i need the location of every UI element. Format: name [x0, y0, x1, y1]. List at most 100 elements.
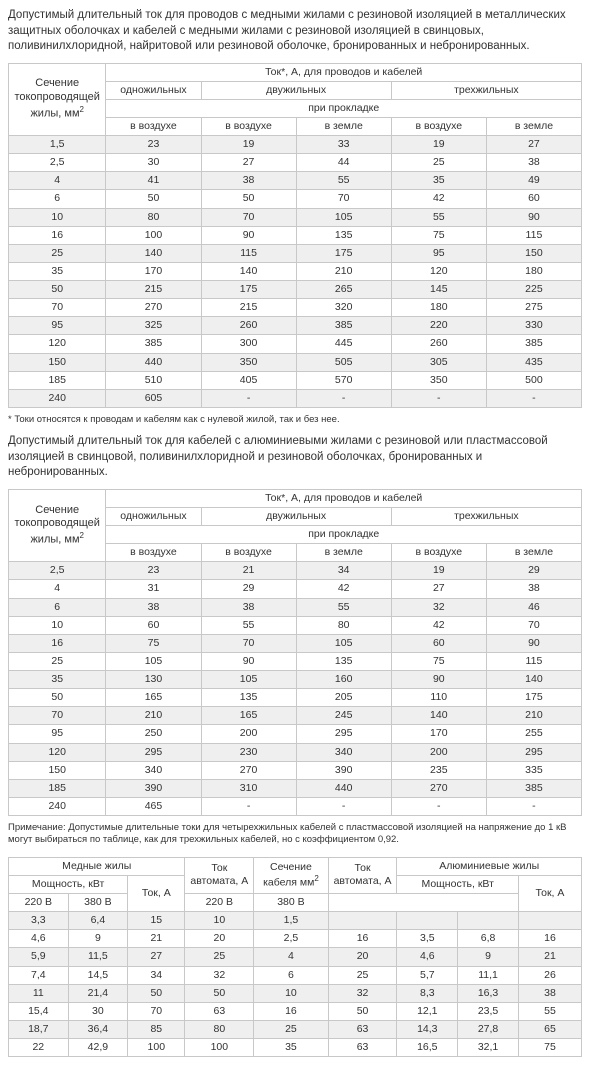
cell: 32 [391, 598, 486, 616]
cell: 25 [185, 948, 254, 966]
cell: 100 [128, 1039, 185, 1057]
cell: 63 [328, 1020, 397, 1038]
table-row: 3513010516090140 [9, 671, 582, 689]
col-air: в воздухе [391, 117, 486, 135]
cell: 240 [9, 389, 106, 407]
cell: 200 [391, 743, 486, 761]
table-row: 1,52319331927 [9, 136, 582, 154]
cell: - [391, 797, 486, 815]
cell: 4 [254, 948, 328, 966]
cell: 14,5 [68, 966, 128, 984]
cell: 19 [201, 136, 296, 154]
cell: 270 [201, 761, 296, 779]
cell: 325 [106, 317, 201, 335]
cell: 270 [106, 299, 201, 317]
cell: 140 [391, 707, 486, 725]
cell: - [486, 389, 581, 407]
cell: 10 [185, 912, 254, 930]
cell: 4 [9, 172, 106, 190]
cell: - [201, 389, 296, 407]
cell: 1,5 [9, 136, 106, 154]
cell: 75 [106, 634, 201, 652]
cell: 210 [296, 262, 391, 280]
h-aluminum: Алюминиевые жилы [397, 857, 582, 875]
cell: 50 [106, 190, 201, 208]
col-air: в воздухе [391, 544, 486, 562]
cell: - [486, 797, 581, 815]
cell: 120 [9, 335, 106, 353]
cell: 20 [328, 948, 397, 966]
cell: 12,1 [397, 1002, 458, 1020]
cell: 260 [391, 335, 486, 353]
cell: 10 [254, 984, 328, 1002]
cell: 38 [106, 598, 201, 616]
cell: 16,3 [458, 984, 519, 1002]
cell: 445 [296, 335, 391, 353]
cell: 245 [296, 707, 391, 725]
table-row: 70210165245140210 [9, 707, 582, 725]
cell: 21,4 [68, 984, 128, 1002]
cell: 30 [106, 154, 201, 172]
h-auto: Ток автомата, А [185, 857, 254, 893]
col-top: Ток*, А, для проводов и кабелей [106, 489, 582, 507]
h-current: Ток, А [518, 875, 581, 911]
cell: 16 [328, 930, 397, 948]
cell: 38 [518, 984, 581, 1002]
cell: 175 [296, 244, 391, 262]
cell: 80 [296, 616, 391, 634]
cell: - [296, 797, 391, 815]
cell: 350 [201, 353, 296, 371]
col-ground: в земле [486, 544, 581, 562]
title-copper: Допустимый длительный ток для проводов с… [8, 8, 582, 55]
cell: 42 [391, 190, 486, 208]
h-220: 220 В [185, 894, 254, 912]
cell: 22 [9, 1039, 69, 1057]
cell: 34 [128, 966, 185, 984]
cell: 60 [391, 634, 486, 652]
col-single: одножильных [106, 507, 201, 525]
cell: 16 [254, 1002, 328, 1020]
col-section: Сечение токопроводящей жилы, мм2 [9, 63, 106, 136]
cell: 170 [106, 262, 201, 280]
cell: 21 [518, 948, 581, 966]
cell: - [201, 797, 296, 815]
cell: 130 [106, 671, 201, 689]
cell: 35 [391, 172, 486, 190]
h-copper: Медные жилы [9, 857, 185, 875]
table-row: 70270215320180275 [9, 299, 582, 317]
col-double: двужильных [201, 507, 391, 525]
cell: 220 [391, 317, 486, 335]
cell: 260 [201, 317, 296, 335]
h-220: 220 В [9, 894, 69, 912]
cell: 3,5 [397, 930, 458, 948]
cell: 570 [296, 371, 391, 389]
table-row: 35170140210120180 [9, 262, 582, 280]
table-power: Медные жилы Ток автомата, А Сечение кабе… [8, 857, 582, 1057]
table-row: 2,52321341929 [9, 562, 582, 580]
cell: 115 [486, 652, 581, 670]
table-row: 185390310440270385 [9, 779, 582, 797]
note-remark: Примечание: Допустимые длительные токи д… [8, 822, 582, 847]
cell: 270 [391, 779, 486, 797]
cell: 49 [486, 172, 581, 190]
cell: 42,9 [68, 1039, 128, 1057]
cell: 11,5 [68, 948, 128, 966]
cell: 150 [486, 244, 581, 262]
cell: 70 [201, 634, 296, 652]
table-row: 43129422738 [9, 580, 582, 598]
cell: 65 [518, 1020, 581, 1038]
col-top: Ток*, А, для проводов и кабелей [106, 63, 582, 81]
cell: 38 [486, 580, 581, 598]
cell: 90 [486, 634, 581, 652]
h-380: 380 В [68, 894, 128, 912]
cell: 6,4 [68, 912, 128, 930]
cell: - [296, 389, 391, 407]
cell: 75 [518, 1039, 581, 1057]
cell: 75 [391, 652, 486, 670]
cell [328, 912, 397, 930]
title-aluminum: Допустимый длительный ток для кабелей с … [8, 434, 582, 481]
cell: 105 [201, 671, 296, 689]
cell: 38 [201, 172, 296, 190]
col-ground: в земле [296, 544, 391, 562]
cell: 16 [9, 226, 106, 244]
